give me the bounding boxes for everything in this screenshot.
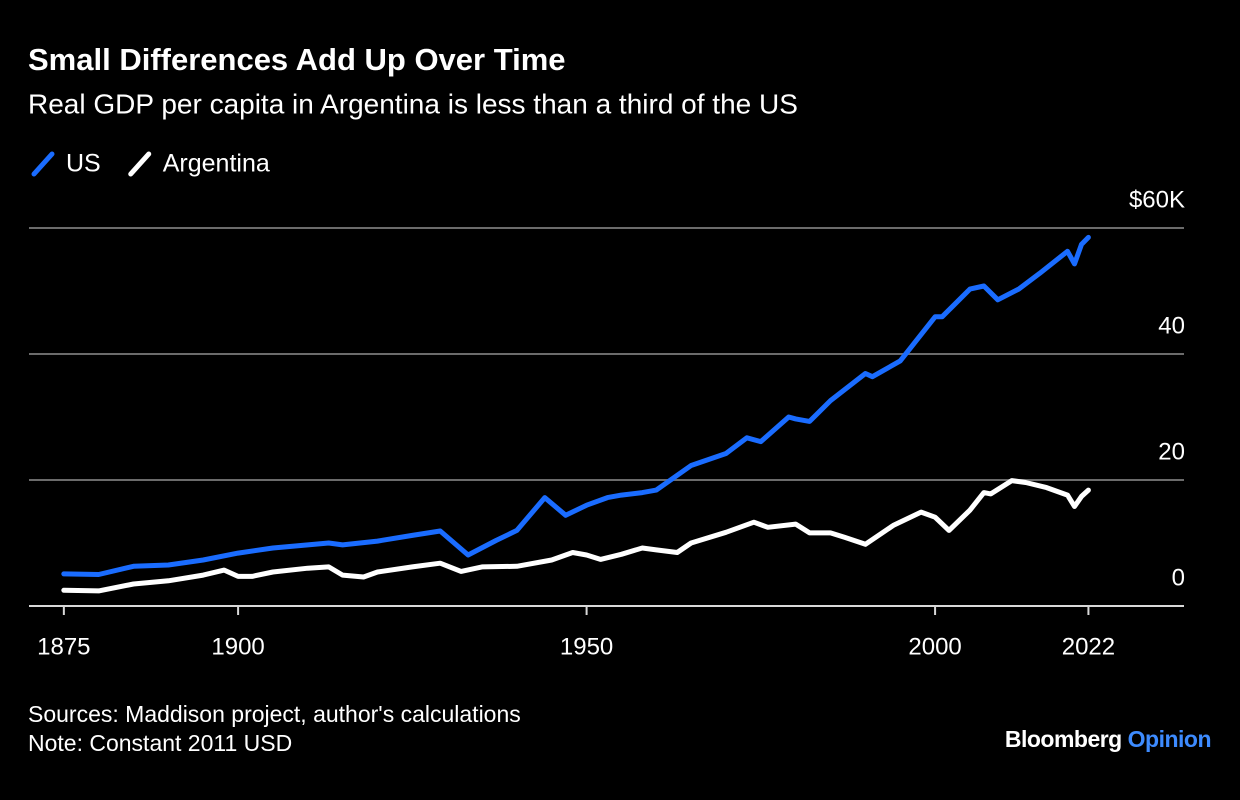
brand-product: Opinion — [1128, 726, 1211, 752]
legend-swatch — [31, 151, 55, 177]
sources: Sources: Maddison project, author's calc… — [28, 701, 521, 727]
x-tick-label: 1875 — [37, 633, 90, 660]
brand-name: Bloomberg — [1005, 726, 1122, 752]
x-tick-label: 2022 — [1062, 633, 1115, 660]
y-tick-label: 40 — [1158, 312, 1185, 339]
chart-title: Small Differences Add Up Over Time — [28, 42, 566, 77]
x-tick-label: 1950 — [560, 633, 613, 660]
chart-subtitle: Real GDP per capita in Argentina is less… — [28, 88, 798, 119]
legend-label: US — [66, 150, 101, 178]
y-tick-label: 0 — [1172, 564, 1185, 591]
legend-swatch — [128, 151, 152, 177]
brand: Bloomberg Opinion — [1005, 726, 1211, 752]
y-tick-label: $60K — [1129, 186, 1185, 213]
legend: US Argentina — [31, 150, 270, 178]
series-line — [61, 234, 1091, 577]
legend-label: Argentina — [163, 150, 270, 178]
series-line — [61, 478, 1091, 594]
x-tick-label: 1900 — [211, 633, 264, 660]
y-tick-label: 20 — [1158, 438, 1185, 465]
note: Note: Constant 2011 USD — [28, 730, 292, 756]
x-tick-label: 2000 — [908, 633, 961, 660]
